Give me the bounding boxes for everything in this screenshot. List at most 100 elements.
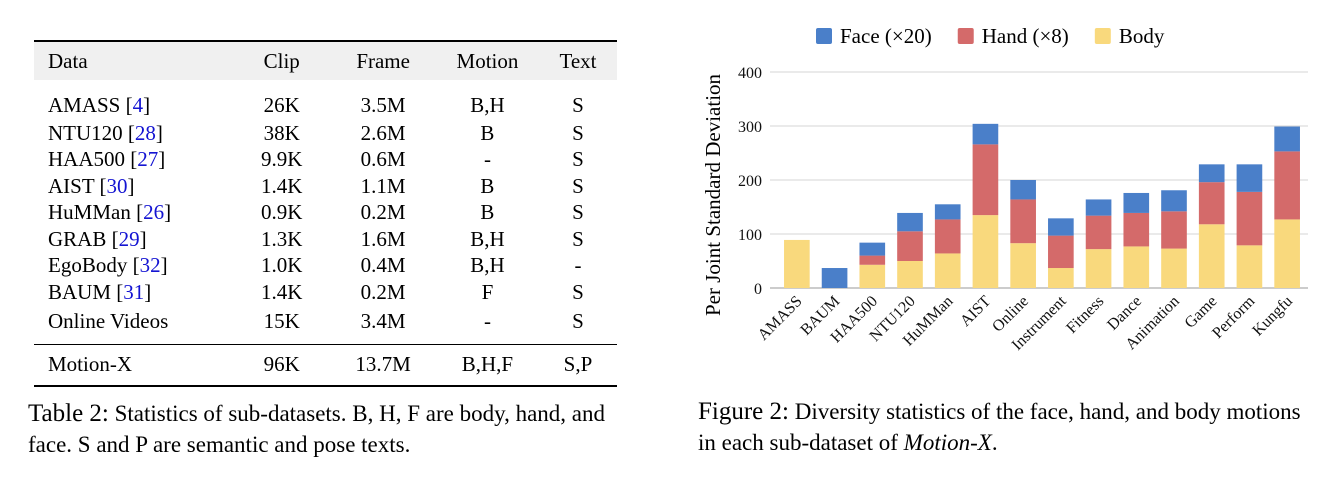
row-dataset-name: HAA500 [27] [48,147,166,172]
bar-segment-body [897,261,923,288]
cell-clip: 1.3K [261,226,303,251]
citation-link[interactable]: 29 [118,226,140,251]
bar-segment-hand [1085,215,1112,250]
cell-motion: B,H [470,253,505,278]
table-body: AMASS [4] 26K 3.5M B,H S NTU120 [28] 38K 2.6M B S… [34,80,617,344]
chart-legend: Face (×20) Hand (×8) Body [816,24,1165,48]
y-tick-label: 200 [738,173,762,190]
col-header-data: Data [34,40,234,80]
cell-text: S [572,173,584,198]
bar-segment-hand [1236,191,1263,246]
table-row: GRAB [29] 1.3K 1.6M B,H S [34,226,617,253]
bar-stack-haa500 [859,242,886,288]
cell-text: S [572,147,584,172]
citation-link[interactable]: 26 [143,200,165,225]
row-dataset-name: NTU120 [28] [48,120,163,145]
summary-clip: 96K [233,343,331,387]
cell-text: S [572,120,584,145]
bar-segment-hand [1010,199,1036,244]
table-caption-label: Table 2: [28,400,109,427]
bar-segment-body [859,264,886,288]
table-row: NTU120 [28] 38K 2.6M B S [34,120,617,147]
cell-motion: B [480,120,495,145]
bar-segment-face [821,268,848,288]
row-dataset-name: AIST [30] [48,173,135,198]
figure-caption-text: Diversity statistics of the face, hand, … [698,399,1301,455]
cell-frame: 0.2M [360,279,406,304]
cell-text: S [572,200,584,225]
cell-motion: - [483,147,491,172]
citation-link[interactable]: 30 [106,173,128,198]
legend-entry: Hand (×8) [982,24,1069,48]
dataset-name: AMASS [48,92,121,117]
summary-row: Motion-X 96K 13.7M B,H,F S,P [34,343,617,387]
cell-frame: 0.2M [360,200,406,225]
bar-stack-aist [972,123,999,288]
cell-clip: 26K [263,92,300,117]
table-row: AMASS [4] 26K 3.5M B,H S [34,80,617,120]
bar-segment-face [1236,164,1263,192]
cell-clip: 1.0K [261,253,303,278]
cell-text: S [572,279,584,304]
dataset-name: HAA500 [48,147,125,172]
cell-frame: 0.6M [360,147,406,172]
bar-stack-amass [784,239,810,288]
table-row: BAUM [31] 1.4K 0.2M F S [34,279,617,306]
bar-stack-online [1010,180,1036,288]
bar-segment-face [859,242,886,256]
legend-entry: Body [1119,24,1165,48]
bar-segment-body [1010,243,1036,288]
table-row: AIST [30] 1.4K 1.1M B S [34,173,617,200]
row-dataset-name: EgoBody [32] [48,253,168,278]
cell-frame: 2.6M [360,120,406,145]
dataset-name: NTU120 [48,120,123,145]
bar-segment-body [1048,268,1074,288]
x-tick-label: AMASS [755,293,806,344]
bar-segment-hand [897,231,923,261]
citation-link[interactable]: 28 [134,120,156,145]
citation-link[interactable]: 32 [139,253,161,278]
citation-link[interactable]: 4 [132,92,144,117]
row-dataset-name: AMASS [4] [48,92,151,117]
bar-segment-face [1048,218,1074,236]
bar-segment-face [1085,199,1112,216]
bar-segment-face [1198,164,1225,183]
bar-segment-body [1085,249,1112,288]
bar-segment-face [1274,126,1300,152]
citation-link[interactable]: 31 [123,279,145,304]
col-header-motion: Motion [435,40,539,80]
bar-segment-hand [1198,182,1225,225]
sub-datasets-table: Data Clip Frame Motion Text AMASS [4] 26K… [34,40,617,387]
chart-bars [784,123,1300,288]
bar-stack-baum [821,268,848,288]
bar-stack-fitness [1085,199,1112,288]
legend-swatch [957,28,974,44]
row-dataset-name: BAUM [31] [48,279,152,304]
table-row: HAA500 [27] 9.9K 0.6M - S [34,147,617,174]
figure-caption: Figure 2: Diversity statistics of the fa… [698,396,1318,458]
summary-motion: B,H,F [435,343,539,387]
cell-motion: B [480,173,495,198]
cell-clip: 1.4K [261,173,303,198]
dataset-name: AIST [48,173,95,198]
bar-stack-dance [1123,192,1150,288]
y-tick-label: 400 [738,65,762,82]
bar-segment-body [1123,246,1150,288]
cell-text: S [572,92,584,117]
row-dataset-name: GRAB [29] [48,226,147,251]
x-tick-label: Fitness [1063,293,1107,337]
dataset-name: BAUM [48,279,112,304]
bar-segment-face [972,123,999,145]
diversity-stacked-bar-chart: Face (×20) Hand (×8) Body 0 100 200 300 400 AM… [701,24,1308,354]
dataset-name: HuMMan [48,200,131,225]
bar-segment-hand [1161,211,1187,249]
cell-frame: 0.4M [360,253,406,278]
citation-link[interactable]: 27 [137,147,159,172]
bar-segment-body [934,253,961,288]
dataset-name: GRAB [48,226,107,251]
cell-motion: B [480,200,495,225]
row-dataset-name: Online Videos [34,306,233,345]
bar-stack-ntu120 [897,212,923,288]
cell-frame: 1.6M [360,226,406,251]
